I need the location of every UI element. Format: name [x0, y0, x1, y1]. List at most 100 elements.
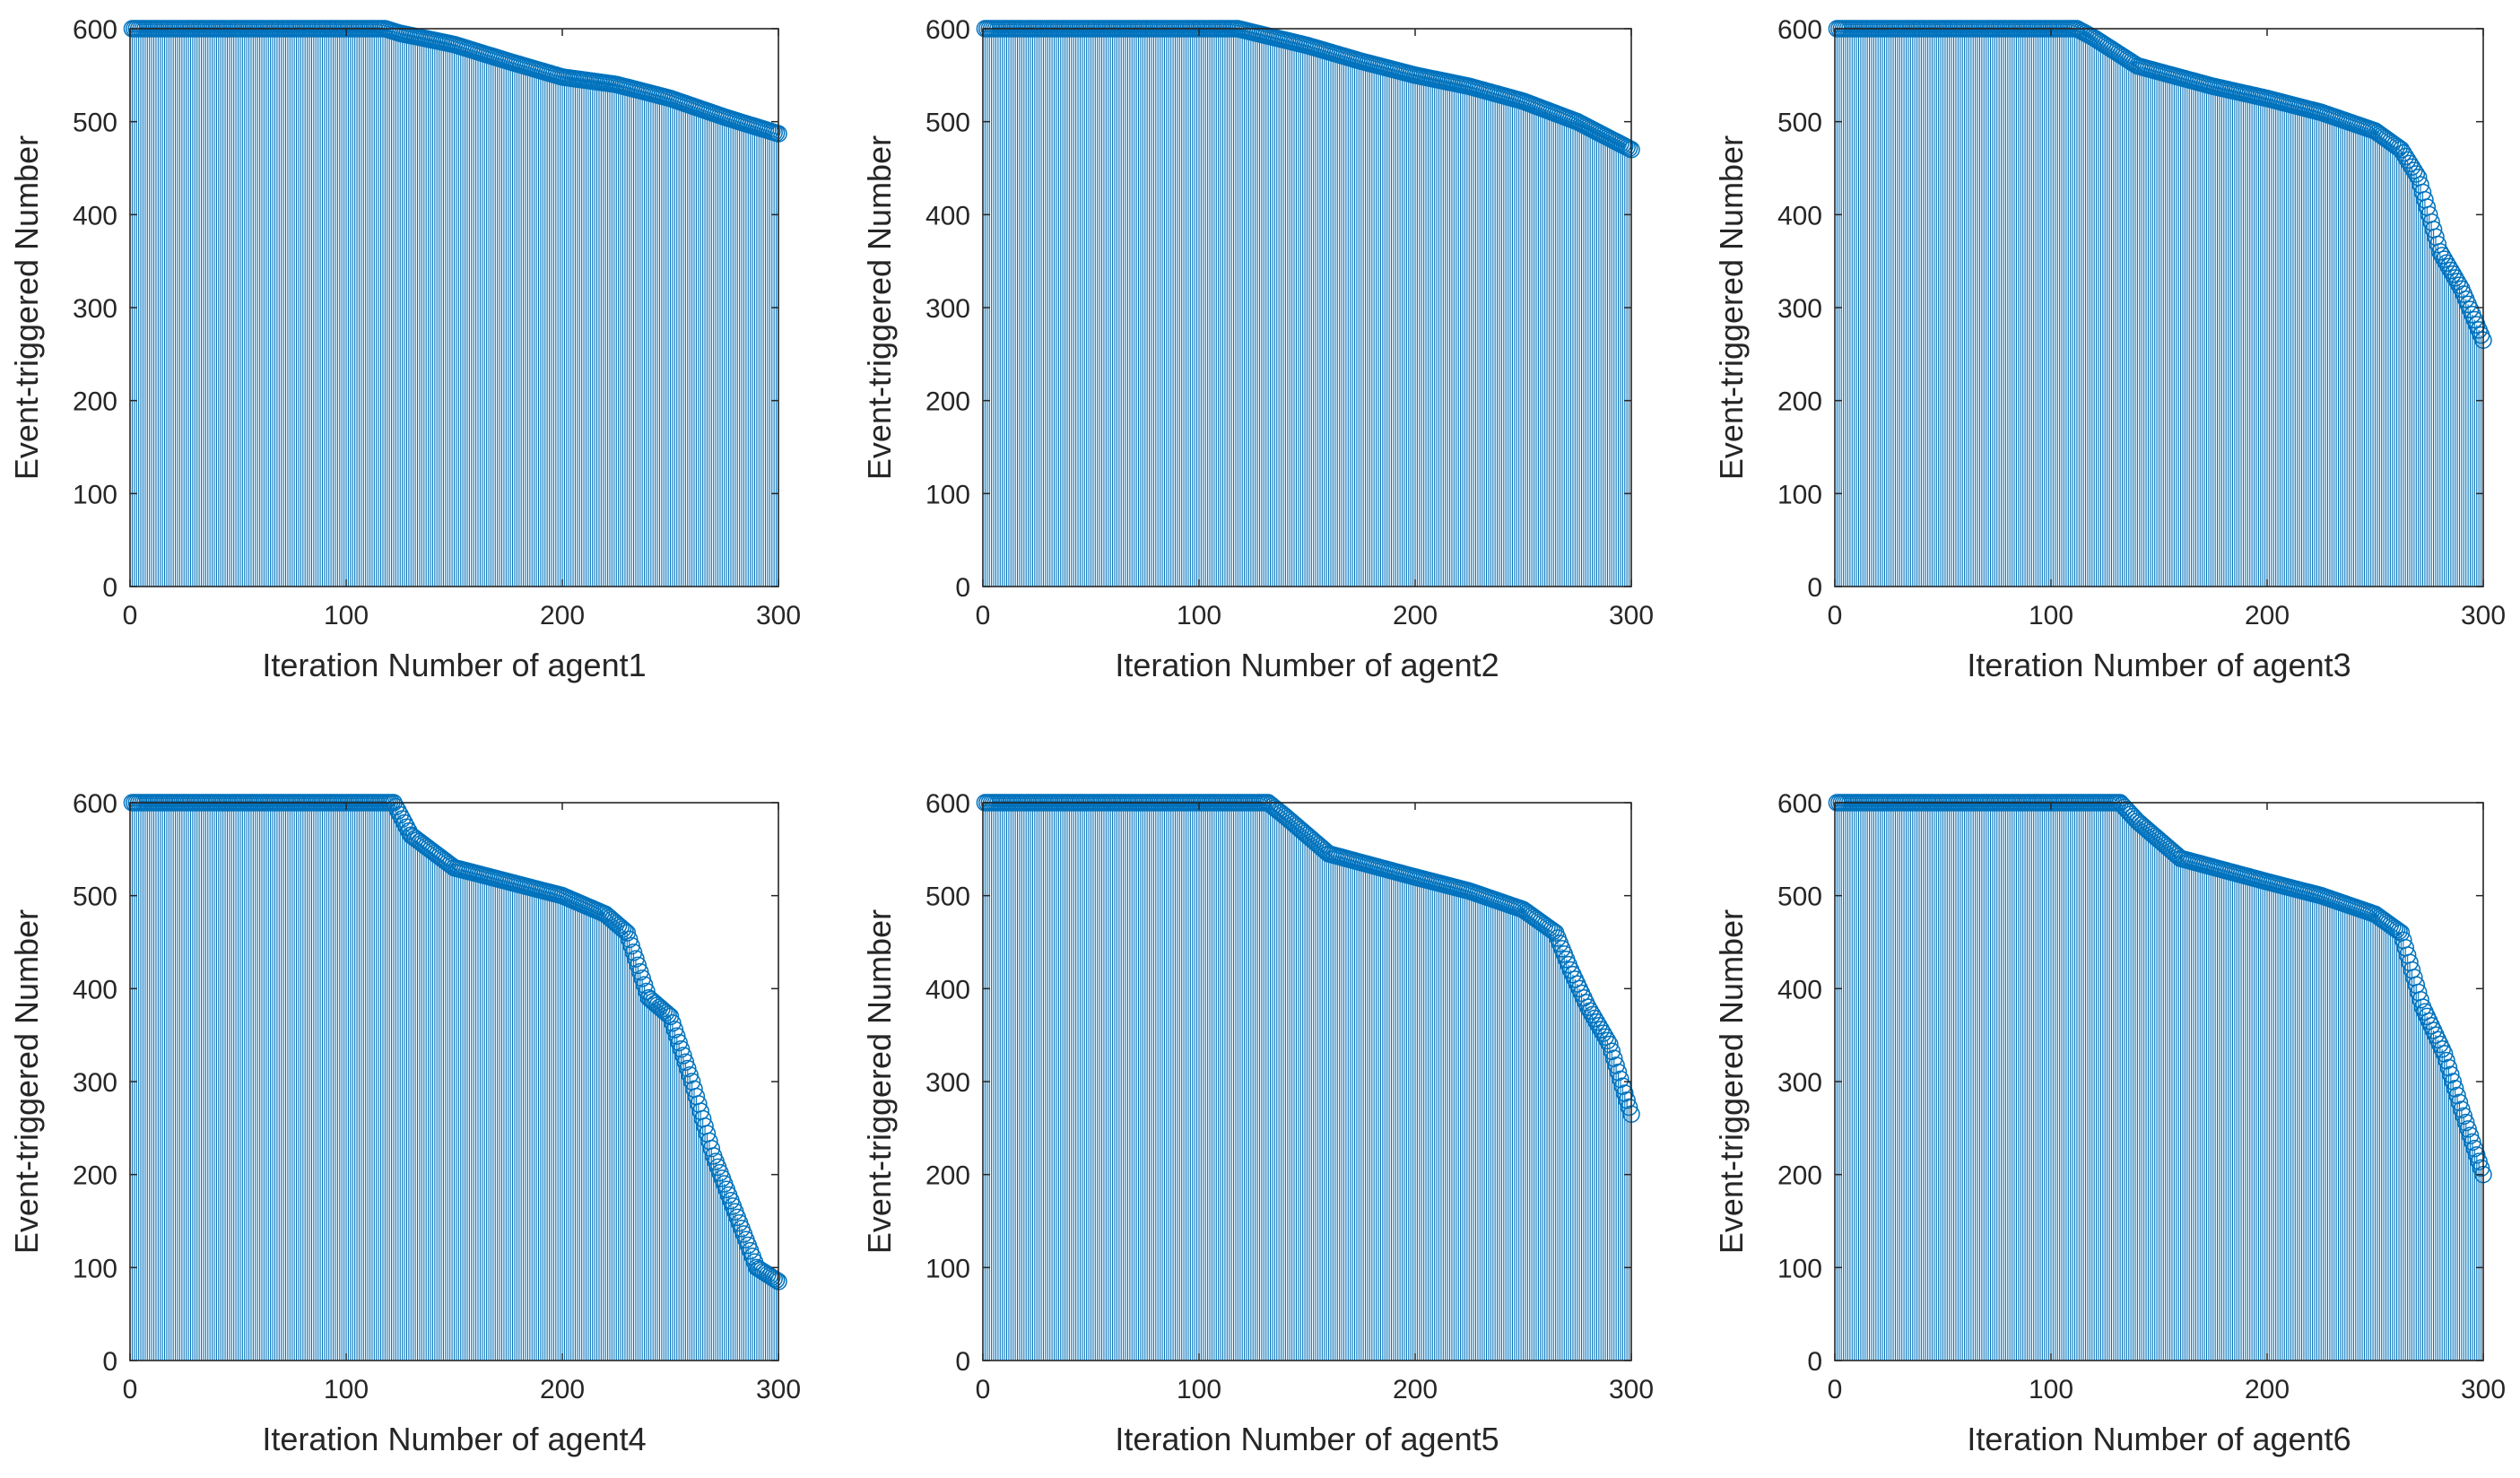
- stem-mark: [160, 20, 178, 587]
- stem-mark: [207, 794, 226, 1361]
- stem-mark: [2108, 44, 2127, 587]
- stem-mark: [2226, 82, 2244, 587]
- stem-marker: [1313, 839, 1332, 857]
- stem-series: [976, 794, 1640, 1361]
- stem-mark: [1097, 20, 1116, 587]
- stem-mark: [986, 794, 1005, 1361]
- stem-mark: [1406, 868, 1424, 1361]
- stem-mark: [1233, 21, 1251, 587]
- stem-mark: [1066, 794, 1085, 1361]
- stem-mark: [1205, 794, 1223, 1361]
- stem-mark: [2044, 794, 2063, 1361]
- stem-marker: [612, 918, 630, 936]
- stem-mark: [1371, 57, 1390, 587]
- stem-mark: [1316, 841, 1334, 1361]
- stem-mark: [1482, 890, 1500, 1361]
- stem-mark: [1333, 47, 1351, 587]
- stem-mark: [1231, 20, 1249, 587]
- stem-mark: [486, 48, 505, 587]
- stem-mark: [1551, 106, 1569, 587]
- stem-mark: [514, 876, 533, 1361]
- stem-mark: [592, 74, 611, 587]
- stem-mark: [629, 81, 647, 587]
- stem-mark: [1369, 858, 1387, 1361]
- stem-mark: [233, 794, 252, 1361]
- stem-mark: [1841, 20, 1859, 587]
- stem-mark: [201, 794, 219, 1361]
- stem-mark: [1916, 20, 1934, 587]
- stem-mark: [408, 28, 427, 587]
- stem-marker: [631, 962, 649, 981]
- stem-mark: [331, 794, 349, 1361]
- stem-mark: [248, 794, 266, 1361]
- stem-mark: [162, 20, 180, 587]
- stem-mark: [1164, 794, 1182, 1361]
- stem-mark: [212, 794, 230, 1361]
- stem-mark: [1207, 794, 1226, 1361]
- stem-mark: [659, 1005, 677, 1361]
- stem-mark: [279, 794, 297, 1361]
- stem-mark: [428, 846, 446, 1361]
- stem-mark: [1026, 20, 1044, 587]
- stem-mark: [1429, 71, 1448, 587]
- stem-mark: [1040, 20, 1059, 587]
- stem-mark: [2171, 68, 2190, 587]
- stem-mark: [348, 794, 366, 1361]
- stem-mark: [426, 844, 444, 1361]
- stem-mark: [1261, 796, 1280, 1361]
- stem-mark: [1161, 20, 1180, 587]
- stem-mark: [1534, 915, 1551, 1361]
- stem-mark: [1043, 20, 1061, 587]
- stem-mark: [495, 872, 513, 1361]
- stem-mark: [1285, 815, 1303, 1361]
- stem-mark: [2358, 118, 2376, 587]
- stem-mark: [2195, 74, 2213, 587]
- stem-mark: [1847, 20, 1865, 587]
- stem-mark: [443, 857, 461, 1361]
- stem-mark: [1858, 20, 1876, 587]
- stem-mark: [227, 794, 245, 1361]
- stem-mark: [2245, 86, 2264, 587]
- stem-mark: [426, 31, 444, 587]
- stem-mark: [1428, 71, 1446, 587]
- stem-mark: [1248, 24, 1266, 587]
- stem-mark: [1143, 794, 1160, 1361]
- stem-mark: [1572, 984, 1591, 1361]
- stem-mark: [1557, 951, 1576, 1361]
- stem-mark: [1000, 20, 1018, 587]
- stem-mark: [177, 794, 196, 1361]
- stem-mark: [1927, 794, 1946, 1361]
- stem-mark: [1106, 20, 1124, 587]
- stem-marker: [1598, 1031, 1617, 1050]
- stem-mark: [1052, 20, 1070, 587]
- stem-mark: [540, 64, 559, 587]
- stem-mark: [151, 794, 169, 1361]
- stem-mark: [1532, 99, 1550, 587]
- stem-mark: [1990, 20, 2008, 587]
- stem-mark: [696, 101, 714, 587]
- stem-mark: [1915, 794, 1933, 1361]
- stem-mark: [1849, 794, 1868, 1361]
- stem-mark: [734, 114, 753, 587]
- stem-mark: [1847, 794, 1865, 1361]
- y-tick-label: 300: [925, 294, 970, 324]
- stem-mark: [1509, 91, 1528, 587]
- stem-mark: [993, 20, 1012, 587]
- stem-mark: [523, 879, 542, 1361]
- stem-mark: [1054, 794, 1072, 1361]
- stem-mark: [1889, 20, 1907, 587]
- stem-mark: [2324, 108, 2343, 587]
- stem-mark: [543, 883, 560, 1361]
- stem-mark: [440, 856, 459, 1361]
- stem-mark: [147, 20, 165, 587]
- stem-mark: [1337, 849, 1355, 1361]
- stem-mark: [1575, 988, 1593, 1361]
- stem-mark: [195, 794, 213, 1361]
- stem-mark: [1970, 20, 1989, 587]
- stem-mark: [1451, 880, 1470, 1361]
- stem-mark: [1359, 54, 1377, 587]
- stem-mark: [1570, 114, 1588, 587]
- stem-mark: [661, 90, 680, 587]
- stem-mark: [667, 1027, 686, 1361]
- stem-mark: [1544, 922, 1562, 1361]
